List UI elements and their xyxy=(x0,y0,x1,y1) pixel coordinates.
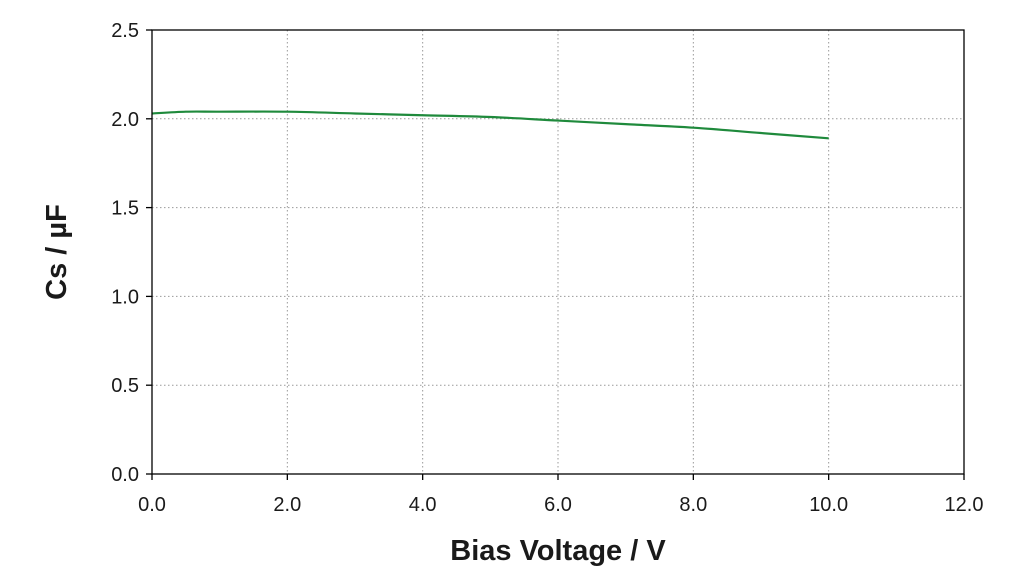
x-tick-label: 4.0 xyxy=(409,494,437,516)
x-tick-label: 2.0 xyxy=(273,494,301,516)
y-axis-title: Cs / µF xyxy=(41,204,73,300)
x-axis-title: Bias Voltage / V xyxy=(450,535,666,567)
y-tick-labels: 0.0 0.5 1.0 1.5 2.0 2.5 xyxy=(111,20,139,486)
x-tick-label: 0.0 xyxy=(138,494,166,516)
series-layer xyxy=(151,110,829,140)
y-tick-label: 0.5 xyxy=(111,375,139,397)
axis-ticks xyxy=(146,29,965,480)
series-line xyxy=(151,110,829,140)
y-tick-label: 1.0 xyxy=(111,286,139,308)
x-tick-label: 10.0 xyxy=(809,494,848,516)
x-tick-label: 12.0 xyxy=(945,494,984,516)
x-tick-label: 8.0 xyxy=(679,494,707,516)
grid-lines xyxy=(152,30,964,474)
y-tick-label: 0.0 xyxy=(111,464,139,486)
x-tick-labels: 0.0 2.0 4.0 6.0 8.0 10.0 12.0 xyxy=(138,494,983,516)
y-tick-label: 2.0 xyxy=(111,109,139,131)
x-tick-label: 6.0 xyxy=(544,494,572,516)
y-tick-label: 1.5 xyxy=(111,198,139,220)
y-tick-label: 2.5 xyxy=(111,20,139,42)
